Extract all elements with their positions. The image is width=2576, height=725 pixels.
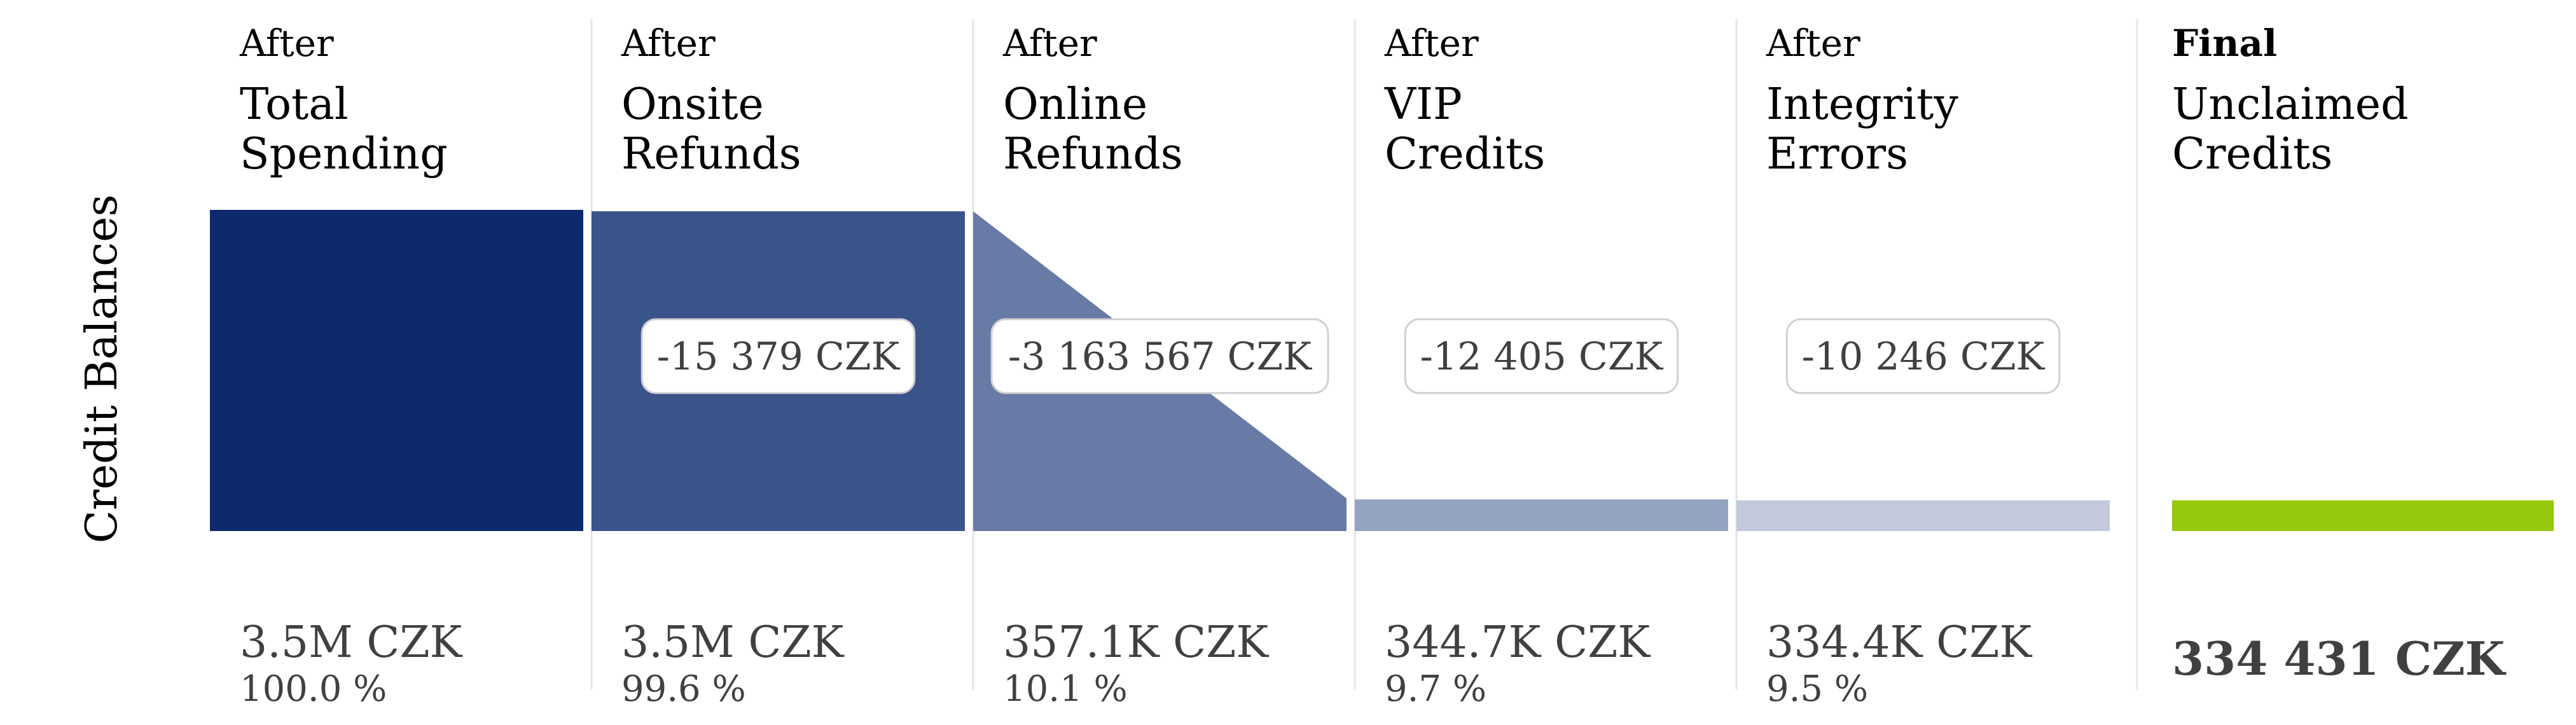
- delta-pill-4: [1404, 318, 1679, 394]
- delta-label-5: -10 246 CZK: [1802, 335, 2046, 379]
- stage-value-5: 334.4K CZK: [1766, 618, 2032, 668]
- stage-label-3-line2: Refunds: [1003, 129, 1183, 179]
- delta-pill-3: [990, 318, 1329, 394]
- delta-label-3: -3 163 567 CZK: [1008, 335, 1312, 379]
- stage-label-3: Online: [1003, 79, 1147, 130]
- bar-1: [210, 210, 583, 531]
- stage-value-3: 357.1K CZK: [1003, 618, 1269, 668]
- stage-pct-3: 10.1 %: [1003, 668, 1128, 710]
- stage-pct-2: 99.6 %: [621, 668, 746, 710]
- stage-prefix-2: After: [621, 22, 716, 65]
- bar-4: [1355, 499, 1728, 531]
- stage-pct-4: 9.7 %: [1385, 668, 1486, 710]
- stage-prefix-1: After: [239, 22, 334, 65]
- stage-label-4-line2: Credits: [1385, 129, 1545, 179]
- stage-label-2: Onsite: [621, 79, 764, 130]
- stage-value-1: 3.5M CZK: [240, 618, 463, 668]
- stage-label-4: VIP: [1384, 79, 1462, 130]
- column-dividers: [590, 19, 2138, 690]
- stage-pct-1: 100.0 %: [240, 668, 387, 710]
- stage-label-1-line2: Spending: [240, 129, 448, 179]
- final-label: Unclaimed: [2172, 79, 2408, 130]
- bar-5: [1736, 500, 2110, 531]
- y-axis-label: Credit Balances: [77, 195, 127, 544]
- stage-value-4: 344.7K CZK: [1385, 618, 1651, 668]
- delta-label-4: -12 405 CZK: [1420, 335, 1664, 379]
- stage-label-5-line2: Errors: [1766, 129, 1908, 179]
- delta-label-2: -15 379 CZK: [657, 335, 901, 379]
- stage-label-1: Total: [240, 79, 349, 130]
- delta-pill-2: [641, 318, 916, 394]
- bar-layer: [210, 210, 2554, 531]
- final-value: 334 431 CZK: [2172, 632, 2507, 686]
- delta-labels: -15 379 CZK -3 163 567 CZK -12 405 CZK -10 …: [641, 318, 2061, 394]
- delta-pill-5: [1785, 318, 2061, 394]
- stage-prefix-4: After: [1384, 22, 1479, 65]
- final-bar: [2172, 500, 2554, 531]
- final-prefix: Final: [2172, 22, 2277, 65]
- stage-prefix-5: After: [1766, 22, 1860, 65]
- stage-label-2-line2: Refunds: [621, 129, 801, 179]
- stage-label-5: Integrity: [1766, 79, 1958, 130]
- final-label-line2: Credits: [2172, 129, 2332, 179]
- stage-prefix-3: After: [1002, 22, 1097, 65]
- stage-value-2: 3.5M CZK: [621, 618, 845, 668]
- stage-pct-5: 9.5 %: [1766, 668, 1868, 710]
